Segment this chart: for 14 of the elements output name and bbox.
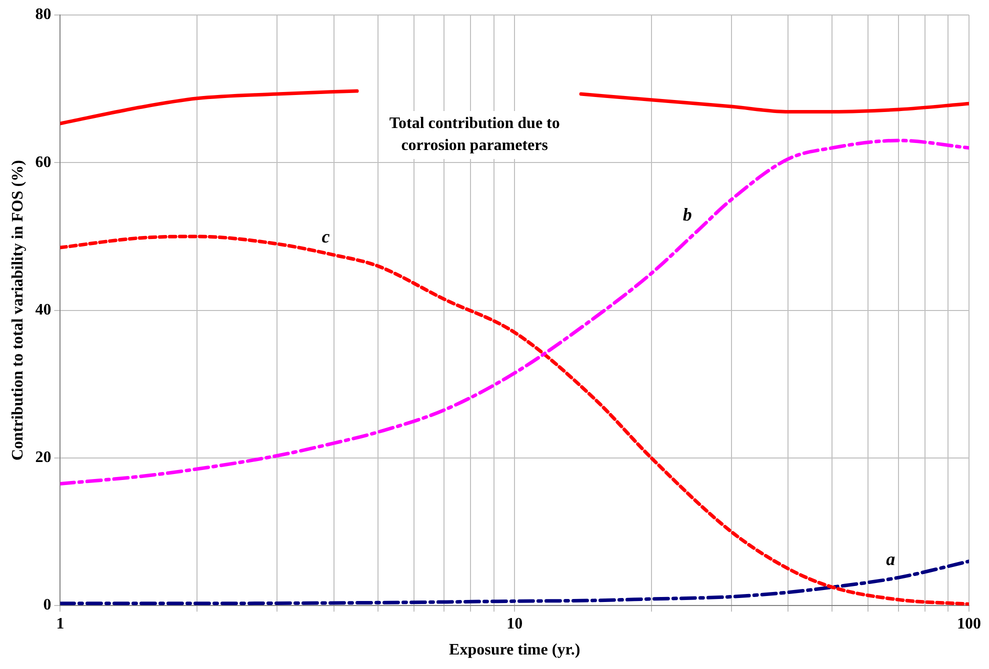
y-tick-label: 20 xyxy=(35,449,52,466)
annotation: Total contribution due to corrosion parameters xyxy=(389,115,560,154)
x-axis-title: Exposure time (yr.) xyxy=(449,642,580,659)
y-tick-label: 60 xyxy=(35,154,52,171)
series-label: a xyxy=(886,549,896,570)
x-tick-label: 1 xyxy=(56,615,64,632)
x-tick-label: 100 xyxy=(957,615,981,632)
y-tick-label: 80 xyxy=(35,6,52,24)
x-tick-label: 10 xyxy=(506,615,523,632)
y-tick-label: 0 xyxy=(43,596,52,614)
series-label: c xyxy=(322,226,330,247)
y-axis-title: Contribution to total variability in FOS (%) xyxy=(10,160,27,461)
y-tick-label: 40 xyxy=(35,301,52,318)
series-label: b xyxy=(682,204,692,224)
